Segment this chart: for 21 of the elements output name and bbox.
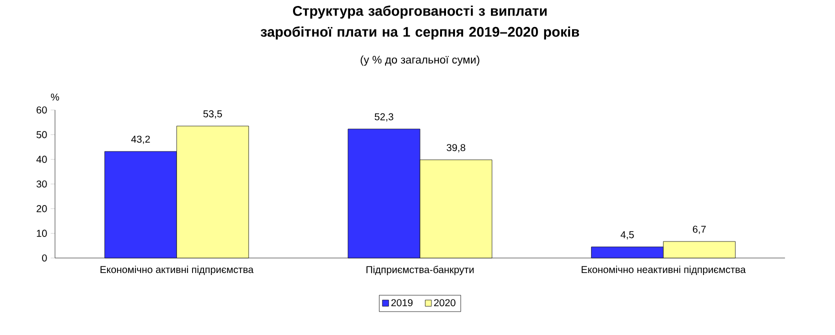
- data-label: 39,8: [446, 144, 466, 152]
- legend-label: 2020: [434, 299, 456, 306]
- legend-label: 2019: [391, 299, 413, 306]
- x-tick-label: Підприємства-банкрути: [366, 266, 474, 276]
- data-label: 43,2: [131, 136, 150, 144]
- y-axis-title: %: [50, 94, 60, 101]
- y-tick-label: 20: [36, 205, 47, 212]
- y-tick-label: 60: [36, 106, 47, 114]
- y-tick-label: 30: [36, 180, 47, 188]
- y-tick-label: 0: [42, 254, 47, 262]
- x-tick-label: Економічно активні підприємства: [100, 266, 254, 276]
- data-label: 6,7: [692, 226, 706, 234]
- y-tick-label: 40: [36, 156, 47, 163]
- y-tick-label: 10: [36, 230, 47, 237]
- chart-title: Структура заборгованості з виплати заробітної плати на 1 серпня 2019–2020 років: [260, 6, 580, 40]
- data-label: 52,3: [374, 113, 394, 122]
- data-label: 53,5: [203, 110, 222, 119]
- x-tick-label: Економічно неактивні підприємства: [582, 266, 746, 276]
- chart-subtitle: (у % до загальної суми): [360, 56, 480, 66]
- y-tick-label: 50: [36, 131, 47, 138]
- data-label: 4,5: [620, 231, 634, 240]
